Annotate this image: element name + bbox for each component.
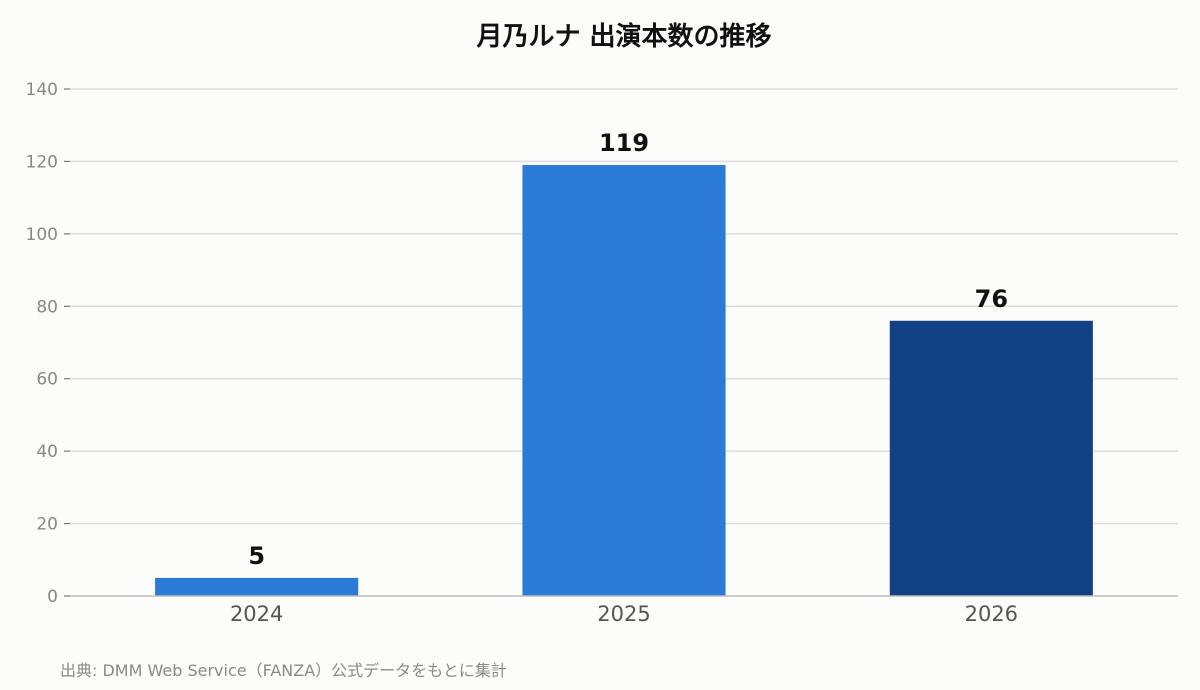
source-note: 出典: DMM Web Service（FANZA）公式データをもとに集計 — [60, 661, 507, 680]
bar-2025 — [522, 165, 726, 597]
bars — [155, 165, 1093, 597]
data-label-2025: 119 — [599, 129, 649, 157]
x-tick-label: 2024 — [230, 602, 283, 626]
x-tick-label: 2025 — [597, 602, 650, 626]
x-axis: 2024 2025 2026 — [230, 602, 1018, 626]
y-axis: 0 20 40 60 80 100 120 140 — [26, 80, 70, 607]
bar-2026 — [889, 320, 1093, 596]
bar-2024 — [155, 577, 359, 596]
y-tick-label: 60 — [36, 370, 58, 390]
x-tick-label: 2026 — [965, 602, 1018, 626]
chart-title: 月乃ルナ 出演本数の推移 — [475, 21, 771, 52]
data-label-2026: 76 — [975, 285, 1008, 313]
y-tick-label: 0 — [47, 587, 58, 607]
data-labels: 5 119 76 — [248, 129, 1008, 570]
y-tick-label: 100 — [26, 225, 58, 245]
y-tick-label: 120 — [26, 152, 58, 172]
y-tick-label: 140 — [26, 80, 58, 100]
y-tick-label: 80 — [36, 297, 58, 317]
y-tick-label: 20 — [36, 515, 58, 535]
y-tick-label: 40 — [36, 442, 58, 462]
data-label-2024: 5 — [248, 542, 265, 570]
